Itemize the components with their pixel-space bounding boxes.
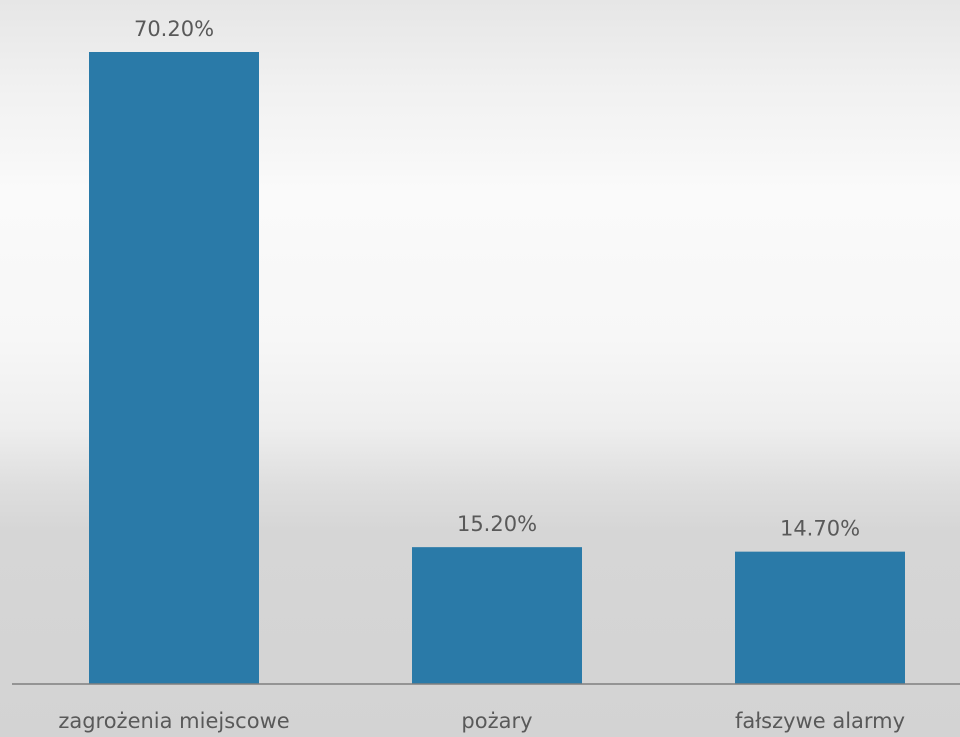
bar-2 bbox=[735, 551, 905, 684]
category-label-0: zagrożenia miejscowe bbox=[58, 709, 289, 733]
data-label-0: 70.20% bbox=[134, 17, 214, 41]
data-label-2: 14.70% bbox=[780, 517, 860, 541]
bars-layer bbox=[89, 52, 905, 684]
bar-0 bbox=[89, 52, 259, 684]
data-labels-layer: 70.20% 15.20% 14.70% bbox=[134, 17, 860, 541]
data-label-1: 15.20% bbox=[457, 512, 537, 536]
category-labels-layer: zagrożenia miejscowe pożary fałszywe alarm… bbox=[58, 709, 905, 733]
category-label-1: pożary bbox=[461, 709, 532, 733]
bar-1 bbox=[412, 547, 582, 684]
category-label-2: fałszywe alarmy bbox=[735, 709, 905, 733]
